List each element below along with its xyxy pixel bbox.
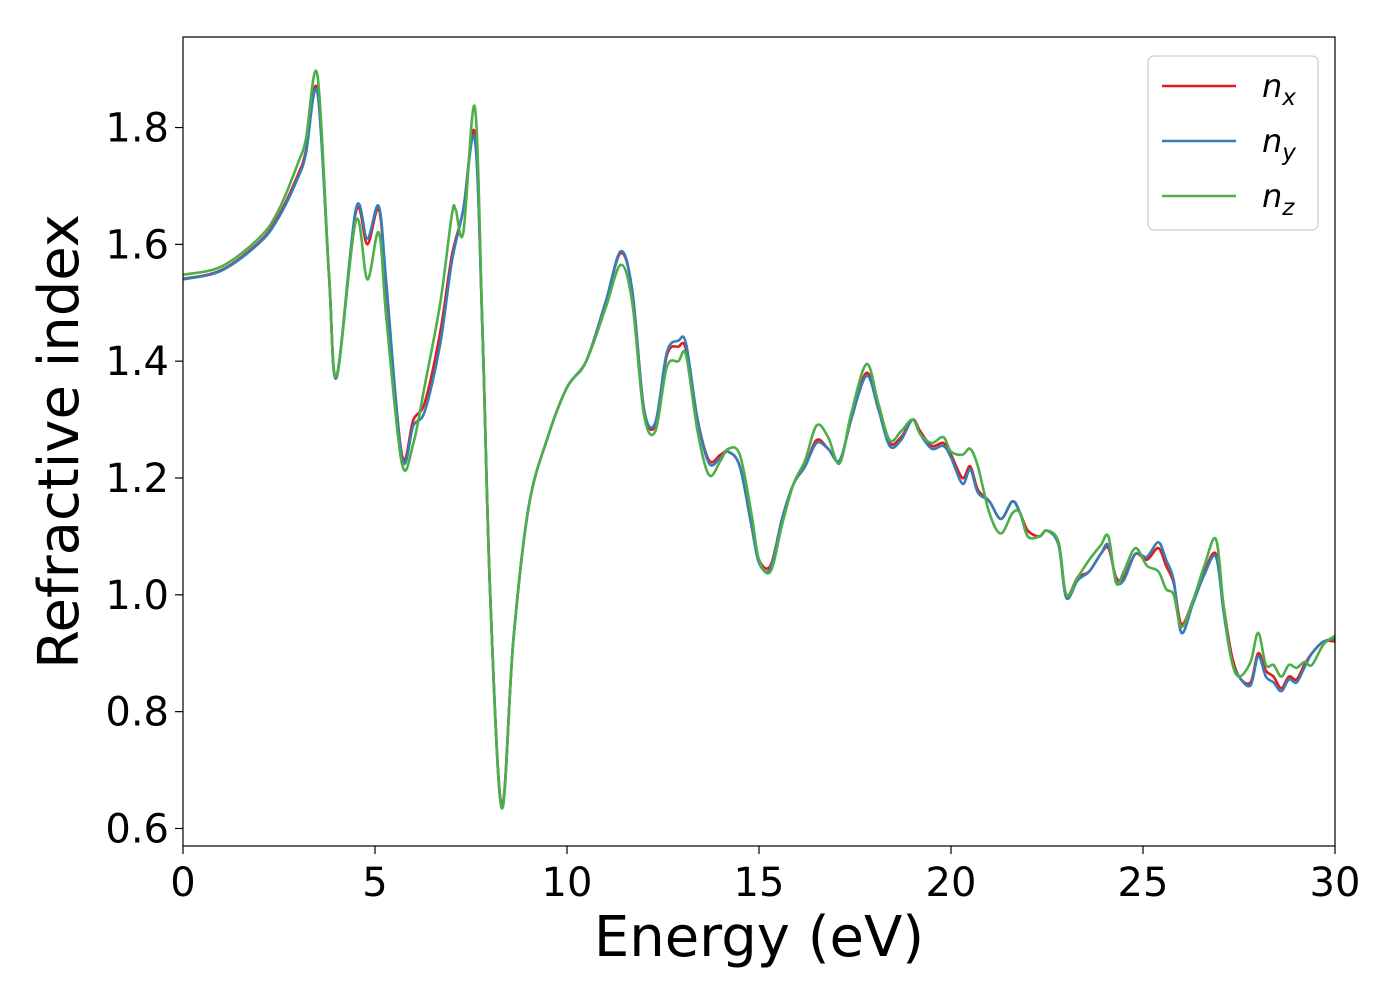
legend-label-subscript: x (1281, 85, 1296, 111)
y-tick-label: 1.2 (105, 456, 169, 502)
legend-label-main: n (1262, 122, 1282, 160)
legend-label-main: n (1262, 67, 1282, 105)
series-line-nz (183, 69, 1335, 810)
legend-label-main: n (1262, 177, 1282, 215)
x-tick-label: 25 (1118, 860, 1169, 906)
y-tick-label: 1.8 (105, 106, 169, 152)
x-axis: 0 5 10 15 20 25 30 (170, 846, 1360, 906)
y-tick-label: 1.6 (105, 222, 169, 268)
x-tick-label: 15 (734, 860, 785, 906)
x-tick-label: 5 (362, 860, 387, 906)
legend-label: nz (1262, 177, 1295, 221)
y-tick-label: 1.4 (105, 339, 169, 385)
y-axis: 0.6 0.8 1.0 1.2 1.4 1.6 1.8 (105, 106, 183, 852)
x-axis-title: Energy (eV) (594, 905, 924, 970)
y-tick-label: 1.0 (105, 573, 169, 619)
legend-label: ny (1262, 122, 1296, 166)
x-tick-label: 30 (1310, 860, 1361, 906)
y-axis-title: Refractive index (27, 214, 92, 669)
x-tick-label: 20 (926, 860, 977, 906)
series-layer (183, 69, 1335, 810)
x-tick-label: 10 (542, 860, 593, 906)
legend-label: nx (1262, 67, 1296, 111)
x-tick-label: 0 (170, 860, 195, 906)
legend-label-subscript: y (1281, 140, 1296, 166)
legend-box (1147, 55, 1319, 231)
series-line-ny (183, 87, 1335, 810)
y-tick-label: 0.8 (105, 690, 169, 736)
legend-label-subscript: z (1281, 195, 1295, 221)
y-tick-label: 0.6 (105, 806, 169, 852)
